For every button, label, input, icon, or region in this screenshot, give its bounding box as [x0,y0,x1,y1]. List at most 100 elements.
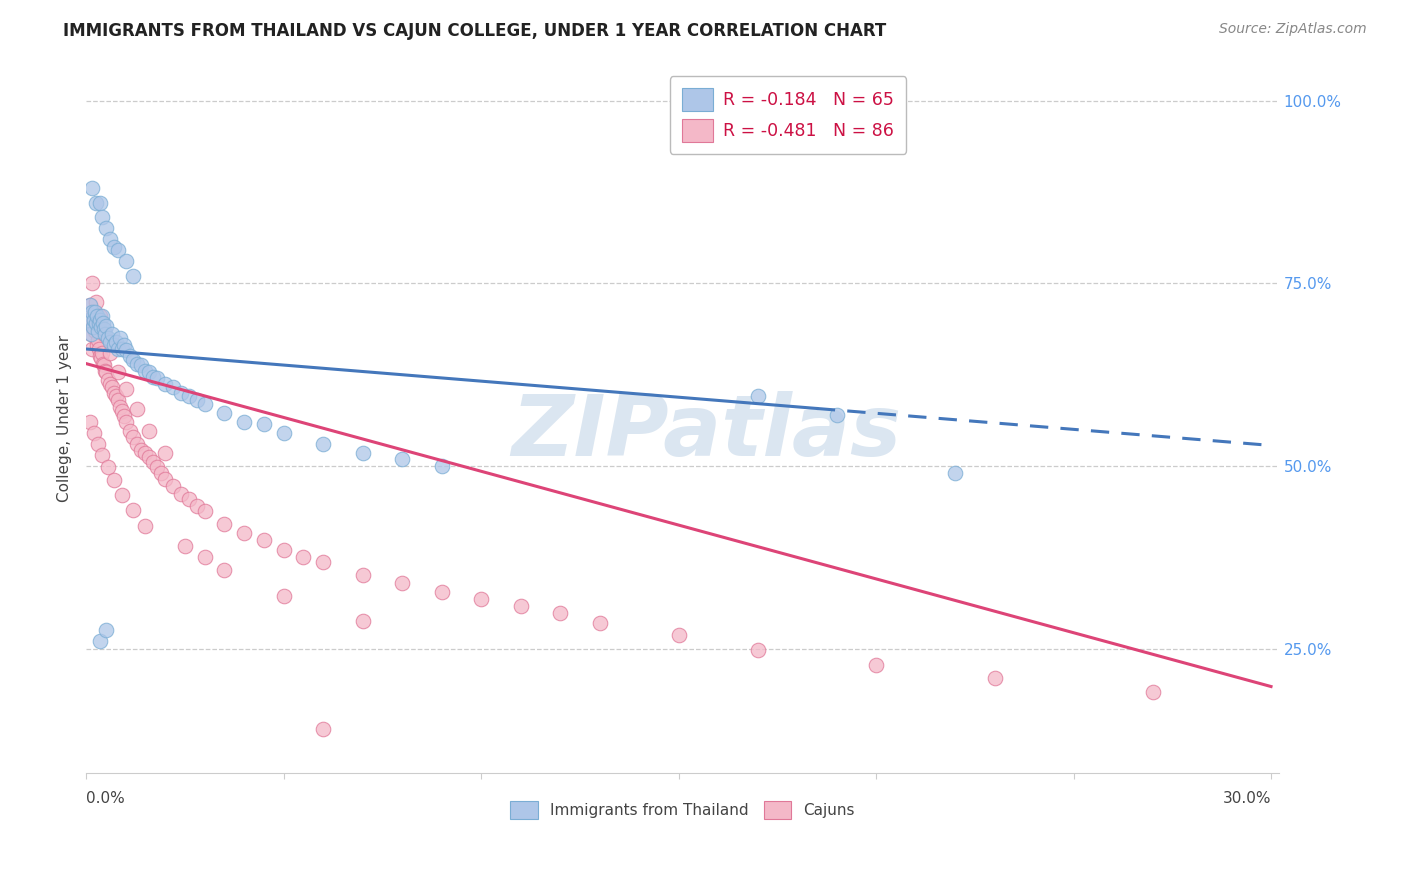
Point [98,377,121,392]
Point [90,351,112,365]
Point [193,397,215,411]
Point [94,364,117,378]
Point [90,211,112,225]
Point [177,491,200,506]
Point [1142,685,1164,699]
Point [84,317,107,331]
Point [430,584,453,599]
Point [94,327,117,342]
Point [103,474,125,488]
Point [825,408,848,422]
Point [134,518,156,533]
Point [352,568,374,582]
Point [138,424,160,438]
Point [747,389,769,403]
Point [94,318,117,333]
Point [93,358,115,372]
Point [80,181,103,195]
Point [233,526,256,541]
Point [97,373,120,387]
Point [86,309,108,323]
Point [114,415,136,429]
Point [214,406,236,420]
Point [107,244,129,258]
Point [79,298,101,312]
Point [430,458,453,473]
Point [97,331,120,345]
Point [89,349,111,363]
Point [138,365,160,379]
Point [80,342,103,356]
Point [98,232,121,246]
Point [273,589,295,603]
Point [110,404,132,418]
Point [87,324,110,338]
Point [146,460,169,475]
Point [312,555,335,569]
Text: Source: ZipAtlas.com: Source: ZipAtlas.com [1219,22,1367,37]
Point [83,425,105,440]
Point [103,338,125,352]
Point [142,369,165,384]
Point [79,298,101,312]
Point [89,195,111,210]
Point [87,342,110,356]
Point [131,442,153,457]
Point [91,317,114,331]
Point [83,312,105,326]
Point [94,624,117,638]
Point [110,488,132,502]
Text: 0.0%: 0.0% [86,791,125,806]
Point [110,342,132,356]
Point [127,357,149,371]
Point [118,424,141,438]
Point [97,460,120,475]
Point [233,415,256,429]
Point [100,327,122,342]
Point [193,550,215,565]
Point [162,479,184,493]
Text: ZIPatlas: ZIPatlas [512,391,901,474]
Point [470,591,492,606]
Point [84,317,107,331]
Point [89,634,111,648]
Point [84,294,107,309]
Point [114,382,136,396]
Point [162,380,184,394]
Point [80,327,103,342]
Point [134,446,156,460]
Point [82,320,104,334]
Point [103,240,125,254]
Point [312,437,335,451]
Point [108,401,131,415]
Point [170,486,193,500]
Point [98,334,121,349]
Point [94,221,117,235]
Point [87,333,110,347]
Point [89,309,111,323]
Point [865,657,887,672]
Point [112,409,135,424]
Point [352,614,374,628]
Point [86,338,108,352]
Point [107,393,129,408]
Point [83,305,105,319]
Point [153,472,176,486]
Point [90,448,112,462]
Point [214,517,236,532]
Point [80,277,103,291]
Legend: Immigrants from Thailand, Cajuns: Immigrants from Thailand, Cajuns [503,795,860,825]
Point [253,533,276,548]
Point [82,320,104,334]
Point [391,575,413,590]
Text: IMMIGRANTS FROM THAILAND VS CAJUN COLLEGE, UNDER 1 YEAR CORRELATION CHART: IMMIGRANTS FROM THAILAND VS CAJUN COLLEG… [63,22,887,40]
Point [146,371,169,385]
Point [83,305,105,319]
Point [509,599,531,614]
Point [273,542,295,557]
Point [89,312,111,326]
Point [90,345,112,359]
Point [186,499,208,513]
Point [352,446,374,460]
Point [138,450,160,464]
